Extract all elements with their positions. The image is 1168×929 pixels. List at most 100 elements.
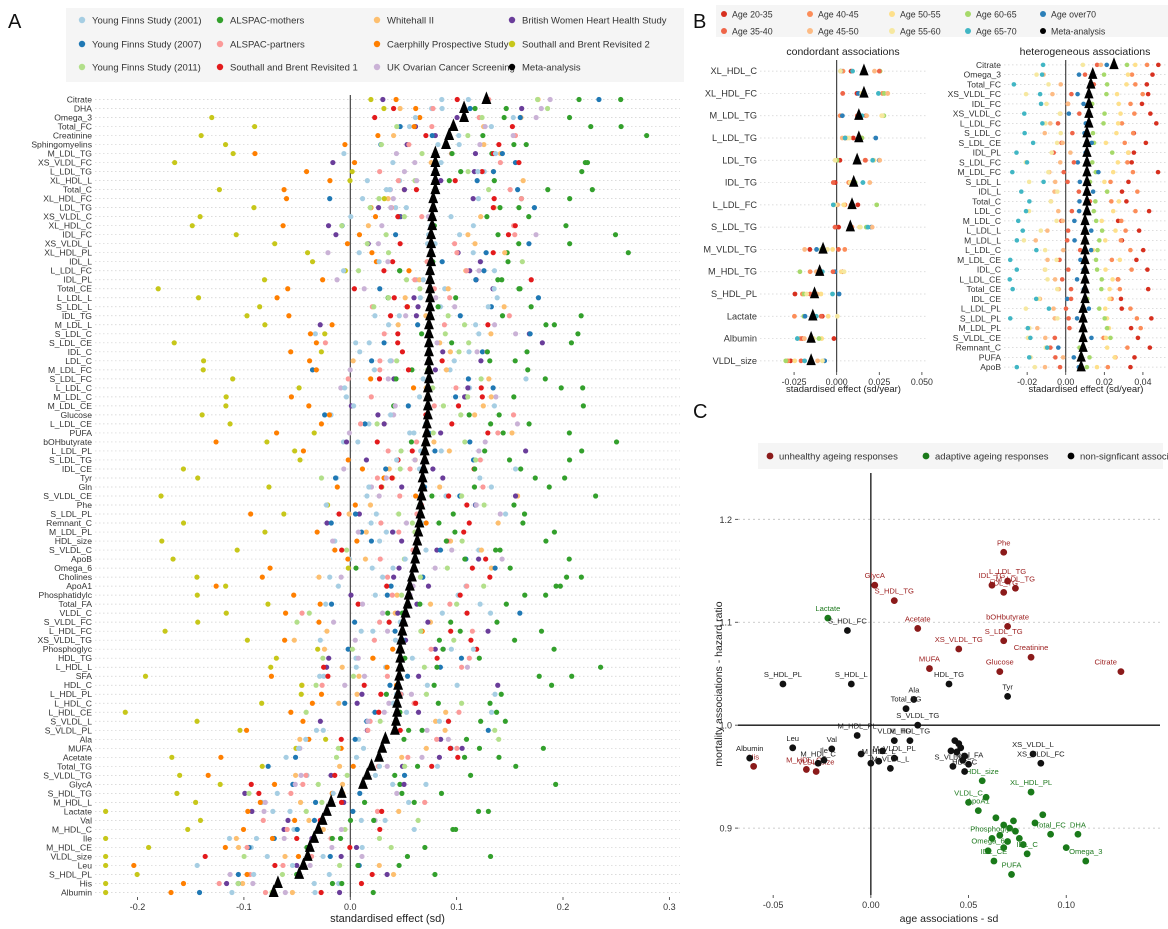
age-point xyxy=(1125,72,1131,77)
study-point xyxy=(539,340,545,346)
age-point xyxy=(1115,121,1121,126)
study-point xyxy=(403,709,410,715)
study-point xyxy=(383,475,389,481)
meta-analysis-marker xyxy=(419,442,430,456)
study-point xyxy=(253,835,260,842)
study-point xyxy=(307,862,313,869)
study-point xyxy=(462,556,468,562)
study-point xyxy=(445,286,451,292)
study-point xyxy=(419,754,425,760)
meta-analysis-marker xyxy=(425,280,435,294)
meta-analysis-marker xyxy=(395,650,406,663)
age-point xyxy=(1045,257,1050,263)
study-point xyxy=(362,421,368,427)
study-point xyxy=(300,781,306,787)
category-label: Ile xyxy=(83,833,92,843)
study-point xyxy=(474,178,480,184)
meta-analysis-marker xyxy=(377,740,388,753)
category-label: Total_C xyxy=(63,185,92,195)
study-point xyxy=(411,123,417,130)
category-label: S_VLDL_C xyxy=(49,545,92,555)
study-point xyxy=(356,250,362,256)
study-point xyxy=(339,781,346,787)
point-label: S_VLDL_TG xyxy=(896,711,939,720)
study-point xyxy=(321,664,327,670)
age-point xyxy=(1069,91,1074,97)
legend-swatch xyxy=(373,40,381,48)
study-point xyxy=(456,349,462,355)
y-tick-label: 1.0 xyxy=(719,721,732,731)
age-point xyxy=(850,135,856,141)
study-point xyxy=(429,763,435,769)
study-point xyxy=(523,141,529,148)
scatter-point xyxy=(1074,830,1082,838)
age-point xyxy=(1070,130,1075,136)
study-point xyxy=(196,889,203,896)
point-label: HDL_TG xyxy=(934,670,964,679)
study-point xyxy=(443,709,449,715)
age-point xyxy=(1027,199,1032,204)
study-point xyxy=(513,331,519,337)
point-label: bOHbutyrate xyxy=(986,612,1029,621)
study-point xyxy=(419,150,425,157)
study-point xyxy=(538,628,545,634)
study-point xyxy=(320,853,326,860)
study-point xyxy=(313,367,319,373)
age-point xyxy=(1072,238,1077,243)
point-label: Creatinine xyxy=(1014,643,1049,652)
scatter-point xyxy=(820,756,828,764)
study-point xyxy=(369,250,375,256)
study-point xyxy=(551,529,558,535)
study-point xyxy=(334,484,340,490)
study-point xyxy=(387,358,393,364)
study-point xyxy=(383,691,389,697)
age-point xyxy=(1148,111,1153,116)
study-point xyxy=(413,700,419,706)
age-point xyxy=(865,224,871,230)
age-point xyxy=(1118,238,1124,243)
x-tick-label: 0.050 xyxy=(911,377,933,387)
study-point xyxy=(464,502,470,508)
meta-analysis-marker xyxy=(1109,57,1119,70)
study-point xyxy=(467,105,473,112)
category-label: Creatinine xyxy=(53,131,92,141)
study-point xyxy=(365,223,371,229)
study-point xyxy=(625,250,631,256)
age-point xyxy=(1032,364,1038,370)
study-point xyxy=(528,277,534,283)
study-point xyxy=(376,493,382,499)
study-point xyxy=(354,700,360,706)
study-point xyxy=(372,214,379,220)
study-point xyxy=(447,367,453,373)
study-point xyxy=(359,844,365,851)
age-point xyxy=(1135,335,1141,341)
study-point xyxy=(473,322,479,328)
point-label: Tyr xyxy=(1002,682,1013,691)
meta-analysis-marker xyxy=(430,145,441,159)
study-point xyxy=(299,682,305,688)
study-point xyxy=(415,322,421,328)
age-point xyxy=(1115,160,1121,165)
study-point xyxy=(396,862,402,869)
meta-analysis-marker xyxy=(294,866,305,879)
study-point xyxy=(441,322,448,328)
meta-analysis-marker xyxy=(419,451,430,465)
study-point xyxy=(377,619,383,625)
category-label: SFA xyxy=(76,671,93,681)
category-label: Albumin xyxy=(724,334,757,344)
scatter-point xyxy=(871,581,879,589)
study-point xyxy=(377,367,383,373)
study-point xyxy=(536,673,542,679)
scatter-point xyxy=(867,759,875,767)
age-point xyxy=(792,313,797,319)
study-point xyxy=(358,817,364,824)
study-point xyxy=(464,583,470,589)
scatter-point xyxy=(949,762,957,770)
study-point xyxy=(259,574,265,580)
study-point xyxy=(375,241,382,247)
meta-analysis-marker xyxy=(1080,252,1090,265)
category-label: M_HDL_L xyxy=(53,797,92,807)
study-point xyxy=(423,745,429,751)
category-label: M_HDL_CE xyxy=(46,842,92,852)
study-point xyxy=(244,844,250,851)
